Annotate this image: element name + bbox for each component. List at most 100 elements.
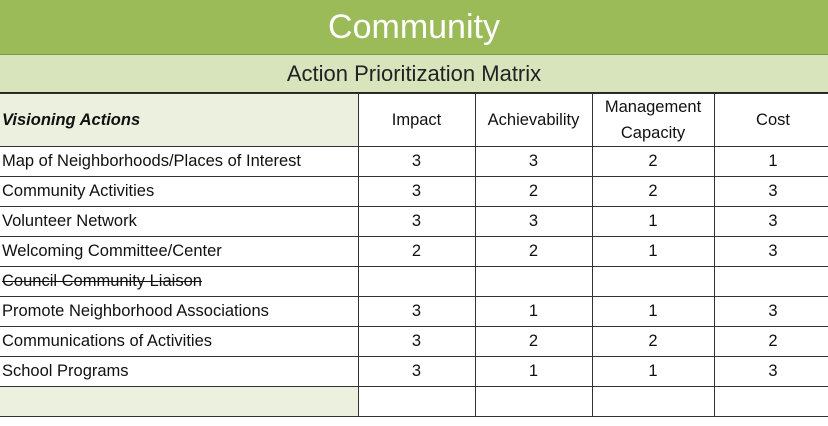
action-cell: Community Activities xyxy=(0,176,359,207)
score-cell: 1 xyxy=(591,296,715,327)
score-cell: 2 xyxy=(474,236,593,267)
score-cell: 1 xyxy=(591,206,715,237)
row: Council Community Liaison xyxy=(0,266,828,297)
subtitle: Action Prioritization Matrix xyxy=(0,55,828,93)
blank-row xyxy=(0,386,828,417)
column-header: Achievability xyxy=(474,93,593,147)
score-cell: 1 xyxy=(591,356,715,387)
action-cell: Promote Neighborhood Associations xyxy=(0,296,359,327)
row: Community Activities 3 2 2 3 xyxy=(0,176,828,207)
score-cell: 3 xyxy=(357,356,476,387)
score: 2 xyxy=(648,332,658,350)
action-cell: School Programs xyxy=(0,356,359,387)
action-label: Council Community Liaison xyxy=(2,272,202,290)
action-label: School Programs xyxy=(2,362,129,380)
score-cell: 1 xyxy=(713,146,828,177)
table-body: Visioning Actions Impact Achievability Mana… xyxy=(0,93,828,417)
score-cell: 3 xyxy=(713,176,828,207)
row: Volunteer Network 3 3 1 3 xyxy=(0,206,828,237)
column-header: Visioning Actions xyxy=(0,93,359,147)
score: 3 xyxy=(411,302,422,320)
score: 1 xyxy=(768,152,778,170)
action-cell: Communications of Activities xyxy=(0,326,359,357)
score-cell: 3 xyxy=(713,236,828,267)
score: 2 xyxy=(528,332,539,350)
action-cell: Volunteer Network xyxy=(0,206,359,237)
score-cell: 2 xyxy=(591,146,715,177)
row: Map of Neighborhoods/Places of Interest 3… xyxy=(0,146,828,177)
action-cell: Map of Neighborhoods/Places of Interest xyxy=(0,146,359,177)
score-cell: 2 xyxy=(474,326,593,357)
score-cell xyxy=(474,266,593,297)
score-cell: 3 xyxy=(357,296,476,327)
score-cell: 1 xyxy=(474,356,593,387)
empty-cell xyxy=(474,386,593,417)
score: 1 xyxy=(648,302,658,320)
score-cell xyxy=(713,266,828,297)
score: 2 xyxy=(528,182,539,200)
score: 1 xyxy=(528,302,539,320)
row: Welcoming Committee/Center 2 2 1 3 xyxy=(0,236,828,267)
score-cell xyxy=(357,266,476,297)
title: Community xyxy=(0,0,828,55)
score: 3 xyxy=(411,212,422,230)
score-cell xyxy=(591,266,715,297)
empty-cell xyxy=(591,386,715,417)
score: 3 xyxy=(768,362,778,380)
score: 3 xyxy=(411,152,422,170)
score: 3 xyxy=(768,302,778,320)
score-cell: 3 xyxy=(474,146,593,177)
action-cell: Welcoming Committee/Center xyxy=(0,236,359,267)
score: 2 xyxy=(528,242,539,260)
action-label: Welcoming Committee/Center xyxy=(2,242,222,260)
score: 3 xyxy=(528,152,539,170)
score-cell: 2 xyxy=(713,326,828,357)
score-cell: 2 xyxy=(591,326,715,357)
column-header: Impact xyxy=(357,93,476,147)
score: 2 xyxy=(411,242,422,260)
empty-cell xyxy=(713,386,828,417)
column-header: Management Capacity xyxy=(591,93,715,147)
score-cell: 3 xyxy=(357,176,476,207)
score-cell: 3 xyxy=(713,296,828,327)
score-cell: 3 xyxy=(713,356,828,387)
score-cell: 3 xyxy=(713,206,828,237)
score: 3 xyxy=(528,212,539,230)
empty-cell xyxy=(0,386,359,417)
row: Promote Neighborhood Associations 3 1 1 3 xyxy=(0,296,828,327)
score-cell: 3 xyxy=(357,326,476,357)
score: 3 xyxy=(411,362,422,380)
action-label: Map of Neighborhoods/Places of Interest xyxy=(2,152,302,170)
header-row: Visioning Actions Impact Achievability Mana… xyxy=(0,93,828,147)
score: 3 xyxy=(411,332,422,350)
score-cell: 2 xyxy=(474,176,593,207)
score-cell: 1 xyxy=(474,296,593,327)
score: 2 xyxy=(648,152,658,170)
score: 3 xyxy=(768,242,778,260)
score: 1 xyxy=(528,362,539,380)
score-cell: 3 xyxy=(357,146,476,177)
score: 3 xyxy=(768,212,778,230)
action-label: Promote Neighborhood Associations xyxy=(2,302,269,320)
action-label: Community Activities xyxy=(2,182,155,200)
action-label: Volunteer Network xyxy=(2,212,137,230)
score: 2 xyxy=(648,182,658,200)
score: 1 xyxy=(648,212,658,230)
score-cell: 2 xyxy=(591,176,715,207)
action-label: Communications of Activities xyxy=(2,332,212,350)
score: 1 xyxy=(648,362,658,380)
score-cell: 3 xyxy=(357,206,476,237)
score: 1 xyxy=(648,242,658,260)
score-cell: 3 xyxy=(474,206,593,237)
score: 3 xyxy=(768,182,778,200)
empty-cell xyxy=(357,386,476,417)
column-header: Cost xyxy=(713,93,828,147)
score: 3 xyxy=(411,182,422,200)
action-cell: Council Community Liaison xyxy=(0,266,359,297)
score-cell: 2 xyxy=(357,236,476,267)
row: Communications of Activities 3 2 2 2 xyxy=(0,326,828,357)
row: School Programs 3 1 1 3 xyxy=(0,356,828,387)
score-cell: 1 xyxy=(591,236,715,267)
score: 2 xyxy=(768,332,778,350)
